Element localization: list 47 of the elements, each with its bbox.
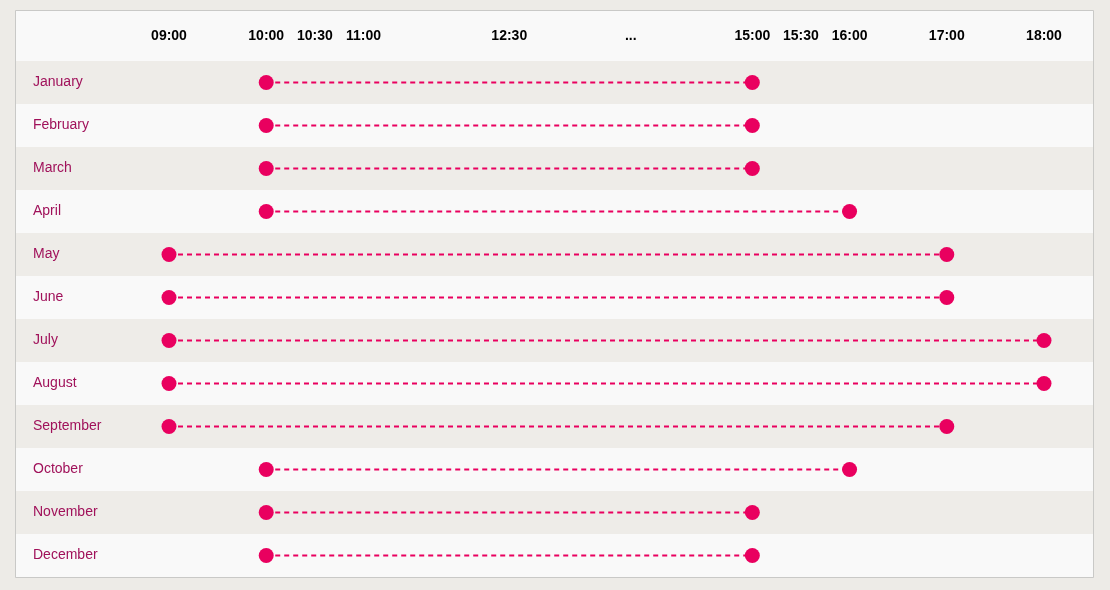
- point: [744, 118, 760, 133]
- x-tick-label: 10:30: [296, 27, 333, 44]
- x-tick-label: 11:00: [345, 27, 382, 44]
- x-tick-label: 18:00: [1026, 27, 1063, 44]
- x-tick-label: 10:00: [248, 27, 285, 44]
- point: [1036, 376, 1052, 391]
- point: [258, 118, 274, 133]
- point: [258, 548, 274, 563]
- point: [744, 548, 760, 563]
- point: [258, 462, 274, 477]
- point: [258, 505, 274, 520]
- x-tick-label: 12:30: [491, 27, 528, 44]
- y-tick-label: January: [33, 73, 83, 90]
- point: [939, 290, 955, 305]
- point: [744, 505, 760, 520]
- y-tick-label: March: [33, 159, 72, 176]
- point: [939, 419, 955, 434]
- point: [161, 376, 177, 391]
- x-tick-label: 17:00: [928, 27, 965, 44]
- y-tick-label: July: [33, 331, 58, 348]
- point: [842, 204, 858, 219]
- y-tick-label: September: [33, 417, 102, 434]
- point: [258, 75, 274, 90]
- point: [1036, 333, 1052, 348]
- point: [161, 290, 177, 305]
- x-tick-label: 15:30: [783, 27, 820, 44]
- x-tick-label: 15:00: [734, 27, 771, 44]
- x-tick-label: 09:00: [151, 27, 188, 44]
- point: [161, 419, 177, 434]
- y-tick-label: May: [33, 245, 60, 262]
- text: ...: [624, 27, 637, 44]
- point: [258, 204, 274, 219]
- y-tick-label: December: [33, 546, 98, 563]
- y-tick-label: April: [33, 202, 62, 219]
- point: [744, 161, 760, 176]
- point: [258, 161, 274, 176]
- y-tick-label: June: [33, 288, 64, 305]
- point: [842, 462, 858, 477]
- y-tick-label: February: [33, 116, 90, 133]
- y-tick-label: October: [33, 460, 84, 477]
- point: [161, 333, 177, 348]
- point: [744, 75, 760, 90]
- point: [161, 247, 177, 262]
- point: [939, 247, 955, 262]
- y-tick-label: November: [33, 503, 98, 520]
- x-tick-label: 16:00: [831, 27, 868, 44]
- y-tick-label: August: [33, 374, 77, 391]
